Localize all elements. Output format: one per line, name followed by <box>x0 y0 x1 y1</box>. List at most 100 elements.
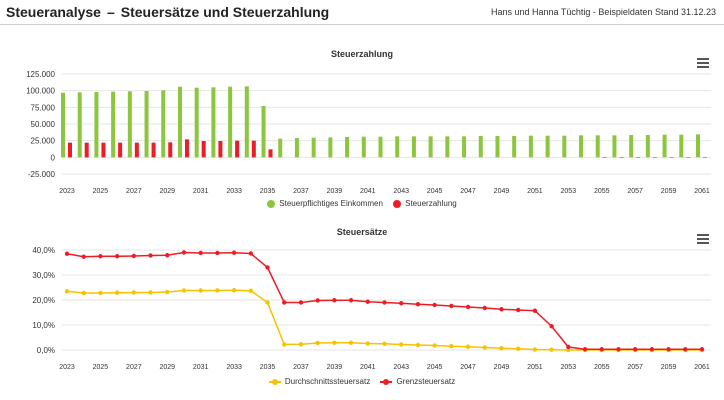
point-grenzsteuersatz <box>365 299 370 304</box>
x-tick-label: 2029 <box>159 364 175 371</box>
line-chart-steuersaetze: 0,0% 10,0% 20,0% 30,0% 40,0% 2023 2025 2027 2029… <box>32 246 711 371</box>
header-bar: Steueranalyse – Steuersätze und Steuerzahl… <box>0 0 724 25</box>
bar-einkommen <box>278 138 283 158</box>
point-grenzsteuersatz <box>449 303 454 309</box>
line-durchschnittssteuersatz <box>66 289 702 351</box>
legend-item-durchschnitt[interactable]: Durchschnittssteuersatz <box>268 377 371 386</box>
chart-menu-icon[interactable] <box>697 234 709 244</box>
point-grenzsteuersatz <box>399 301 404 306</box>
point-durchschnittssteuersatz <box>131 290 137 295</box>
x-tick-label: 2035 <box>260 188 276 195</box>
x-tick-label: 2033 <box>226 188 242 195</box>
point-durchschnittssteuersatz <box>215 288 220 293</box>
page-title-separator: – <box>106 4 115 20</box>
point-grenzsteuersatz <box>198 250 203 256</box>
bar-einkommen <box>495 136 500 158</box>
x-tick-label: 2031 <box>193 188 209 195</box>
chart-title-steuersaetze: Steuersätze <box>336 227 388 237</box>
bar-einkommen <box>144 91 149 158</box>
y-tick-label: 0,0% <box>37 346 55 355</box>
chart-menu-icon[interactable] <box>697 58 709 68</box>
point-durchschnittssteuersatz <box>148 290 153 295</box>
point-durchschnittssteuersatz <box>315 340 320 346</box>
x-tick-label: 2027 <box>126 364 142 371</box>
bar-einkommen <box>328 137 333 158</box>
bar-einkommen <box>428 136 433 158</box>
point-durchschnittssteuersatz <box>248 288 254 293</box>
bar-steuerzahlung <box>686 157 691 158</box>
x-tick-label: 2029 <box>159 188 175 195</box>
point-grenzsteuersatz <box>248 251 254 256</box>
point-grenzsteuersatz <box>382 300 387 305</box>
bar-steuerzahlung <box>68 142 72 158</box>
x-tick-label: 2059 <box>661 188 677 195</box>
bar-steuerzahlung <box>184 139 189 158</box>
point-grenzsteuersatz <box>415 302 421 307</box>
bar-steuerzahlung <box>118 142 123 158</box>
legend-label-einkommen: Steuerpflichtiges Einkommen <box>279 199 383 208</box>
x-tick-label: 2033 <box>226 364 242 371</box>
point-grenzsteuersatz <box>616 347 621 352</box>
page-title: Steueranalyse – Steuersätze und Steuerzahl… <box>6 4 329 20</box>
bar-steuerzahlung <box>101 142 106 158</box>
point-grenzsteuersatz <box>231 250 237 255</box>
x-tick-label: 2057 <box>627 364 643 371</box>
bar-steuerzahlung <box>84 142 89 158</box>
x-tick-label: 2049 <box>494 188 510 195</box>
point-durchschnittssteuersatz <box>515 346 521 351</box>
point-grenzsteuersatz <box>482 305 487 311</box>
point-durchschnittssteuersatz <box>298 342 304 347</box>
bar-einkommen <box>94 92 99 158</box>
y-tick-label: 50.000 <box>31 120 56 129</box>
point-grenzsteuersatz <box>532 308 538 313</box>
point-grenzsteuersatz <box>465 304 471 310</box>
y-tick-label: 0 <box>51 153 56 162</box>
bar-einkommen <box>562 135 567 158</box>
bar-einkommen <box>629 135 634 158</box>
x-tick-label: 2061 <box>694 188 710 195</box>
legend-label-durchschnitt: Durchschnittssteuersatz <box>284 377 371 386</box>
point-durchschnittssteuersatz <box>265 300 270 305</box>
x-tick-label: 2035 <box>260 364 276 371</box>
bar-einkommen <box>662 134 667 158</box>
y-tick-label: 100.000 <box>26 87 55 96</box>
point-durchschnittssteuersatz <box>532 347 538 352</box>
bar-steuerzahlung <box>602 157 607 158</box>
point-grenzsteuersatz <box>515 307 521 313</box>
x-tick-label: 2055 <box>594 188 610 195</box>
bar-einkommen <box>545 135 550 158</box>
x-tick-label: 2055 <box>594 364 610 371</box>
point-durchschnittssteuersatz <box>432 343 437 348</box>
bar-einkommen <box>111 91 116 158</box>
x-tick-label: 2039 <box>327 188 343 195</box>
x-tick-label: 2049 <box>494 364 510 371</box>
bar-einkommen <box>528 135 533 158</box>
legend-marker-grenzsteuersatz <box>380 378 393 386</box>
legend-item-steuerzahlung[interactable]: Steuerzahlung <box>393 199 457 208</box>
bar-steuerzahlung <box>151 142 156 158</box>
x-tick-label: 2041 <box>360 188 376 195</box>
x-tick-label: 2043 <box>393 364 409 371</box>
point-durchschnittssteuersatz <box>549 347 554 352</box>
x-tick-label: 2045 <box>427 188 443 195</box>
point-durchschnittssteuersatz <box>114 290 120 295</box>
point-durchschnittssteuersatz <box>399 342 404 347</box>
y-tick-label: 30,0% <box>32 271 55 280</box>
x-tick-label: 2051 <box>527 364 543 371</box>
bar-steuerzahlung <box>218 141 223 158</box>
point-grenzsteuersatz <box>315 298 320 303</box>
x-tick-label: 2037 <box>293 188 309 195</box>
legend-item-grenzsteuersatz[interactable]: Grenzsteuersatz <box>380 377 455 386</box>
x-tick-label: 2051 <box>527 188 543 195</box>
legend-steuersaetze: Durchschnittssteuersatz Grenzsteuersatz <box>0 377 724 388</box>
bar-chart-steuerzahlung: -25.000 0 25.000 50.000 75.000 100.000 125.000… <box>26 70 711 195</box>
point-durchschnittssteuersatz <box>449 344 454 349</box>
bar-einkommen <box>679 134 684 158</box>
chart-title-steuerzahlung: Steuerzahlung <box>330 49 393 59</box>
legend-item-einkommen[interactable]: Steuerpflichtiges Einkommen <box>267 199 383 208</box>
y-tick-label: 20,0% <box>32 296 55 305</box>
legend-label-grenzsteuersatz: Grenzsteuersatz <box>396 377 456 386</box>
point-grenzsteuersatz <box>181 250 187 255</box>
point-durchschnittssteuersatz <box>382 341 387 346</box>
bar-steuerzahlung <box>168 142 173 158</box>
